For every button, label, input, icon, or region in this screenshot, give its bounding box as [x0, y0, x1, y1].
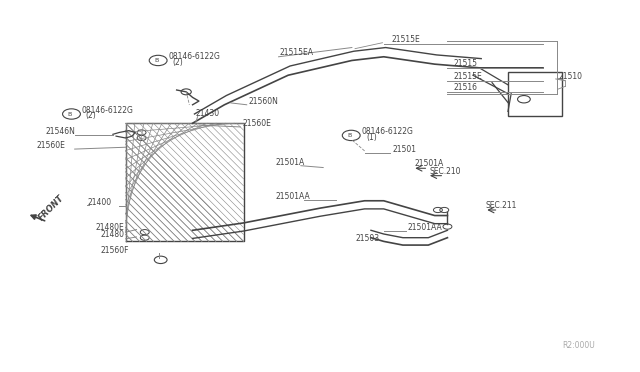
Text: 21480E: 21480E — [96, 222, 124, 231]
Text: 21510: 21510 — [559, 72, 583, 81]
Text: SEC.210: SEC.210 — [429, 167, 461, 176]
Text: 21516: 21516 — [454, 83, 478, 92]
Text: SEC.211: SEC.211 — [486, 201, 517, 210]
Text: 21560E: 21560E — [243, 119, 271, 128]
Text: FRONT: FRONT — [36, 193, 65, 222]
Text: 08146-6122G: 08146-6122G — [362, 127, 413, 136]
Text: 21515EA: 21515EA — [280, 48, 314, 57]
Text: 08146-6122G: 08146-6122G — [82, 106, 134, 115]
Text: 21501A: 21501A — [414, 159, 444, 168]
Text: B: B — [154, 58, 158, 63]
Text: (2): (2) — [172, 58, 183, 67]
Text: 21501AA: 21501AA — [408, 223, 443, 232]
Text: 21480: 21480 — [100, 230, 124, 239]
Text: 21515E: 21515E — [392, 35, 420, 44]
Text: R2:000U: R2:000U — [562, 341, 595, 350]
Text: B: B — [67, 112, 72, 116]
Text: 21430: 21430 — [196, 109, 220, 118]
Text: (1): (1) — [367, 133, 377, 142]
Text: 21501: 21501 — [392, 145, 416, 154]
Text: B: B — [347, 133, 351, 138]
Text: 21560E: 21560E — [36, 141, 65, 150]
Text: (2): (2) — [86, 112, 96, 121]
Text: 21546N: 21546N — [46, 127, 76, 136]
Text: 21515: 21515 — [454, 60, 478, 68]
Text: 21515E: 21515E — [454, 72, 483, 81]
Text: 21560F: 21560F — [100, 246, 129, 255]
Text: 08146-6122G: 08146-6122G — [168, 52, 220, 61]
Bar — [508, 71, 562, 116]
Text: 21400: 21400 — [88, 198, 111, 207]
Text: 21501A: 21501A — [275, 158, 305, 167]
Text: 21560N: 21560N — [248, 97, 278, 106]
Text: 21501AA: 21501AA — [275, 192, 310, 201]
Text: 21503: 21503 — [355, 234, 379, 243]
